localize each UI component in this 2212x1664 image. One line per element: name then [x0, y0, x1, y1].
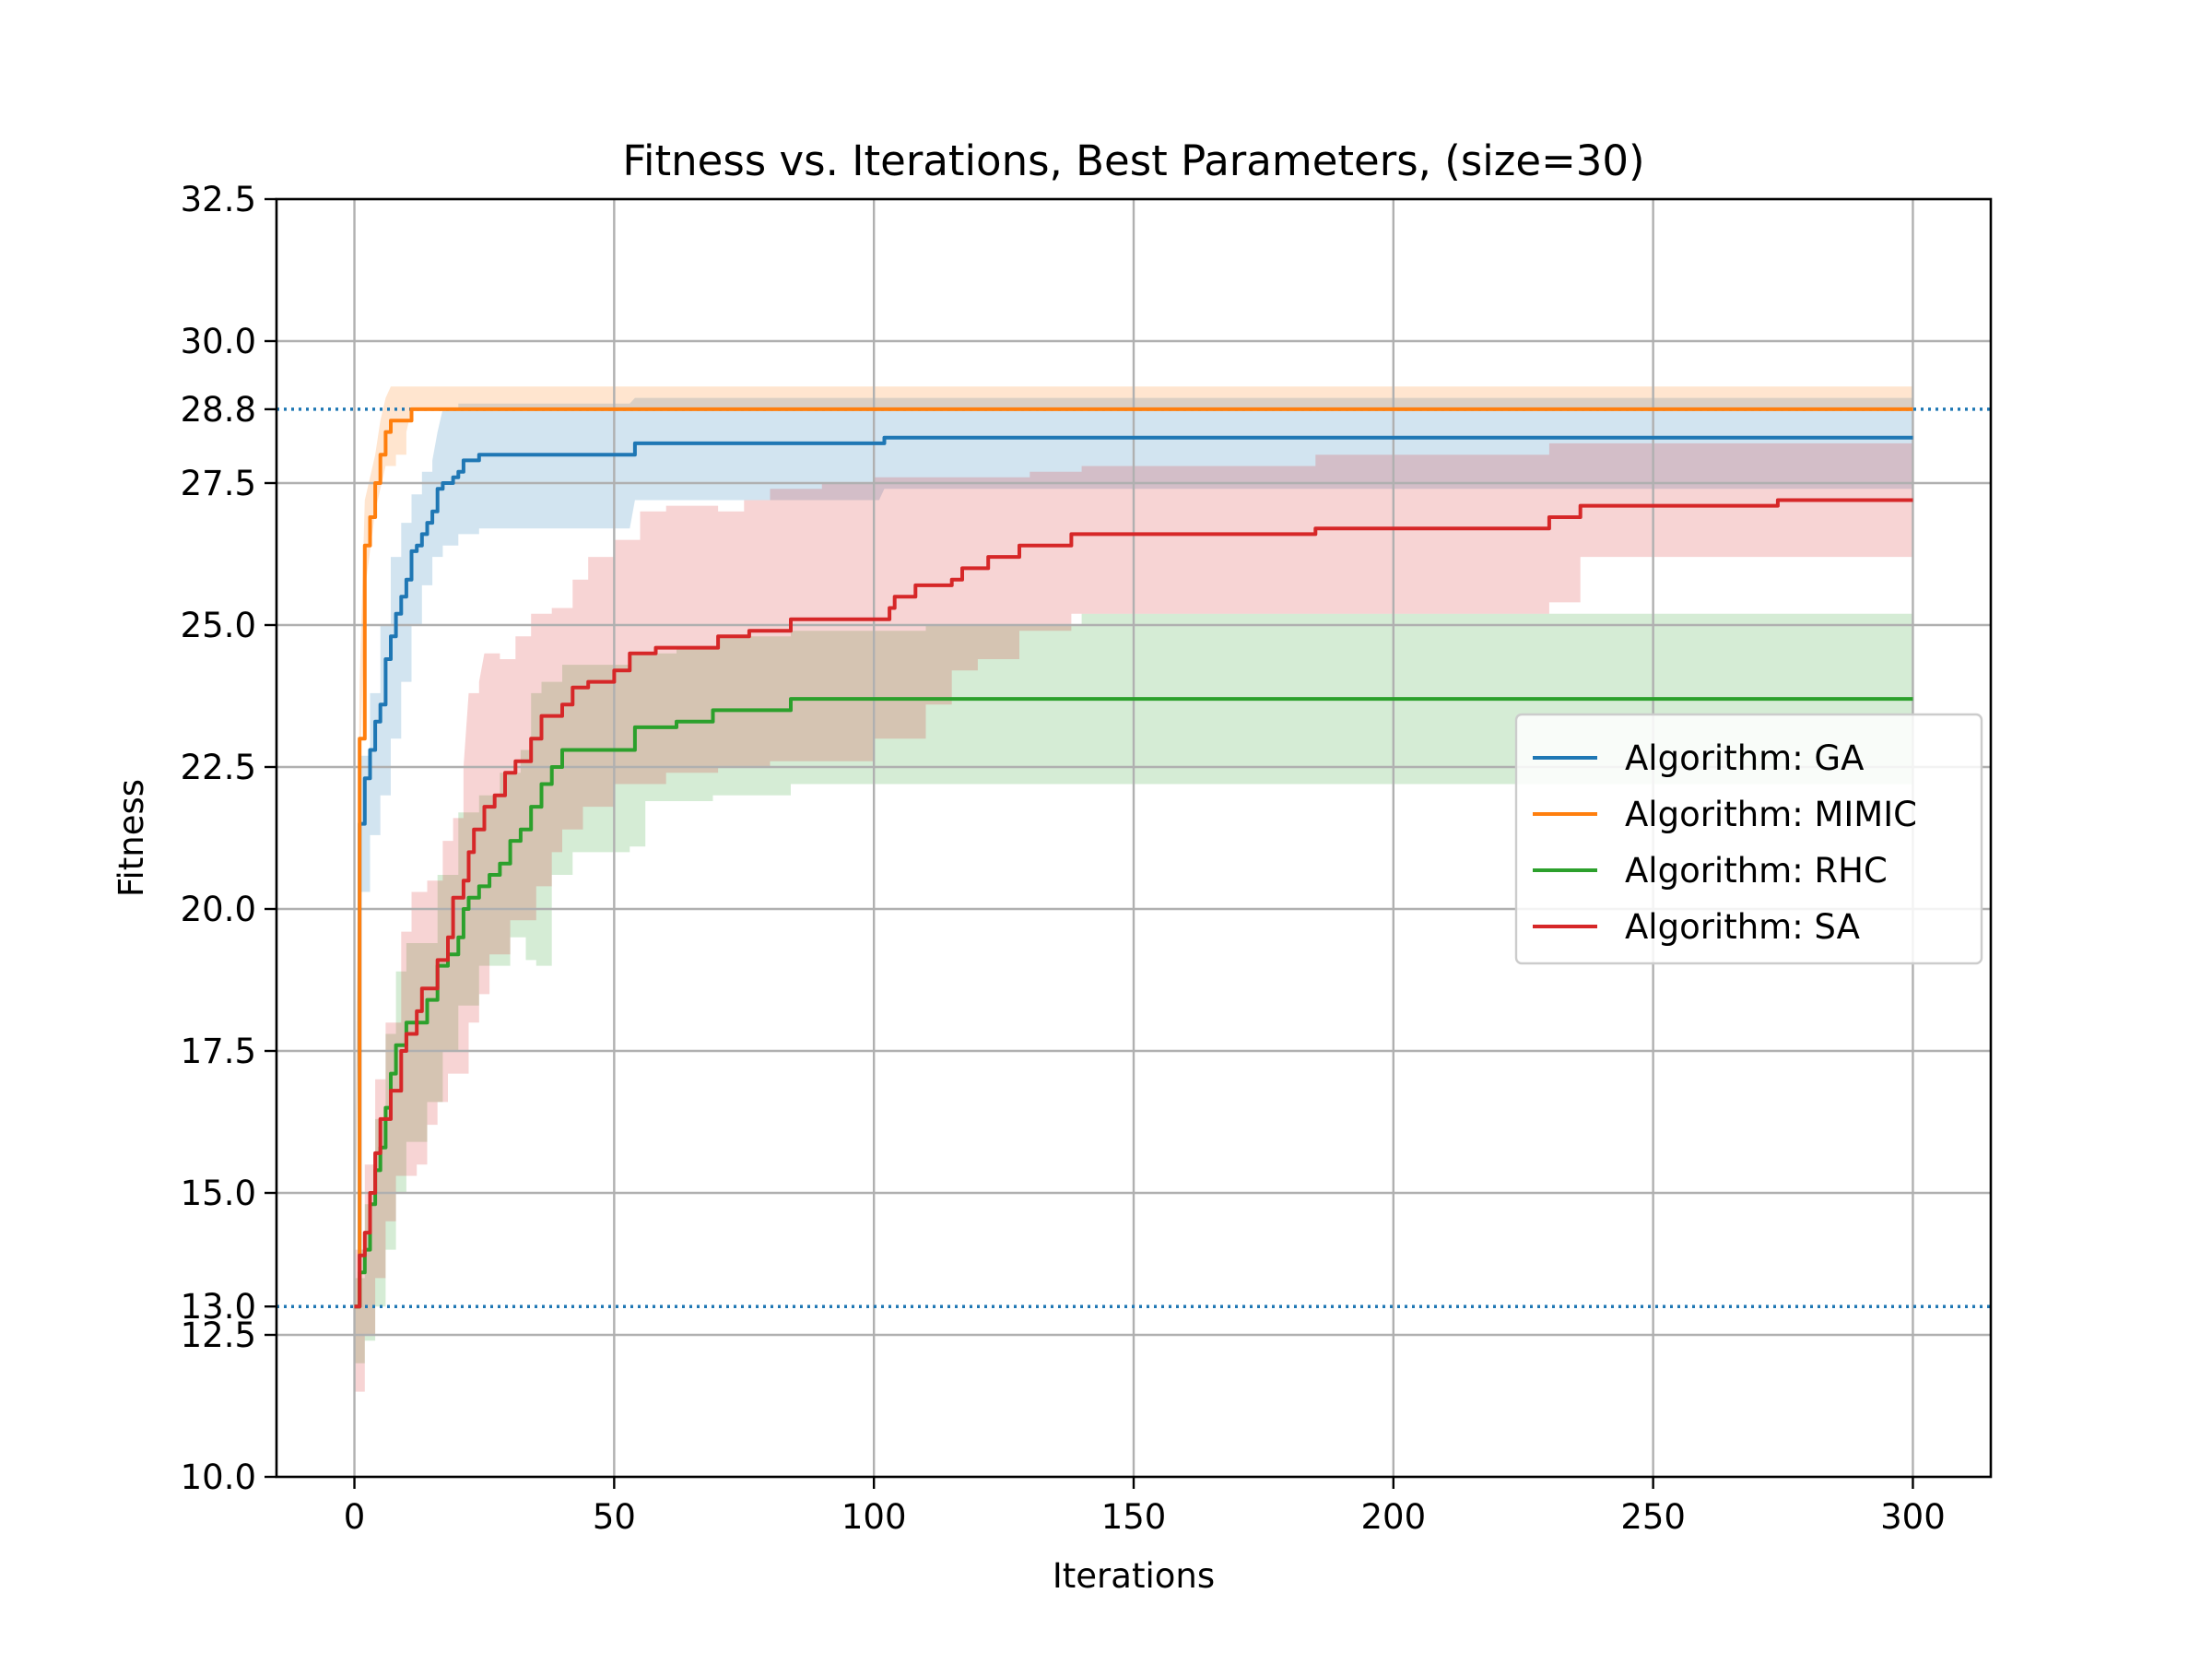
- legend-box: [1514, 713, 1983, 965]
- y-tick-label: 13.0: [181, 1287, 256, 1327]
- x-tick-label: 200: [1361, 1497, 1427, 1537]
- y-tick-label: 28.8: [181, 390, 256, 430]
- legend-label: Algorithm: GA: [1625, 738, 1864, 778]
- y-tick-label: 25.0: [181, 606, 256, 645]
- x-tick-label: 300: [1880, 1497, 1946, 1537]
- confidence-band: [354, 437, 1913, 1392]
- legend-label: Algorithm: RHC: [1625, 851, 1888, 891]
- legend: Algorithm: GA Algorithm: MIMIC Algorithm: …: [1514, 713, 1983, 965]
- confidence-band: [354, 397, 1913, 1336]
- y-tick-label: 27.5: [181, 464, 256, 503]
- series-line: [354, 697, 1913, 1309]
- x-tick-label: 0: [344, 1497, 366, 1537]
- series-line: [354, 407, 1913, 1309]
- x-tick-label: 50: [593, 1497, 636, 1537]
- y-tick-label: 12.5: [181, 1316, 256, 1355]
- series-line: [354, 435, 1913, 1309]
- x-tick-label: 100: [841, 1497, 907, 1537]
- y-tick-label: 30.0: [181, 322, 256, 361]
- y-tick-label: 32.5: [181, 180, 256, 219]
- x-axis-label: Iterations: [1053, 1556, 1215, 1596]
- x-tick-label: 250: [1620, 1497, 1686, 1537]
- x-tick-label: 150: [1101, 1497, 1167, 1537]
- legend-label: Algorithm: MIMIC: [1625, 795, 1917, 834]
- y-tick-label: 15.0: [181, 1174, 256, 1213]
- y-axis-label: Fitness: [112, 779, 151, 897]
- y-tick-label: 22.5: [181, 748, 256, 787]
- series-line: [354, 498, 1913, 1309]
- chart-title: Fitness vs. Iterations, Best Parameters,…: [622, 136, 1644, 185]
- y-tick-label: 10.0: [181, 1457, 256, 1497]
- y-tick-label: 20.0: [181, 890, 256, 929]
- y-tick-label: 17.5: [181, 1032, 256, 1071]
- legend-label: Algorithm: SA: [1625, 907, 1860, 947]
